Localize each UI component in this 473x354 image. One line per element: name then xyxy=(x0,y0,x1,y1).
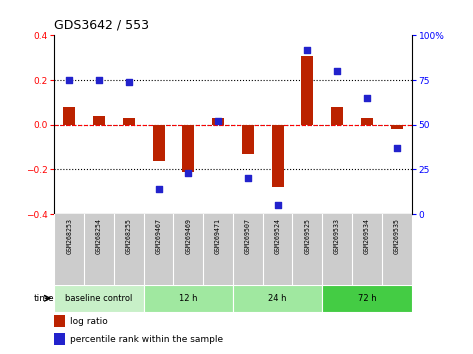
Point xyxy=(274,202,281,208)
Bar xyxy=(54,285,144,312)
Text: GSM268254: GSM268254 xyxy=(96,218,102,254)
Text: time: time xyxy=(34,294,54,303)
Text: 24 h: 24 h xyxy=(268,294,287,303)
Point xyxy=(125,79,132,85)
Text: GSM269535: GSM269535 xyxy=(394,218,400,254)
Text: baseline control: baseline control xyxy=(65,294,133,303)
Bar xyxy=(242,125,254,154)
Text: GSM268255: GSM268255 xyxy=(126,218,132,254)
Bar xyxy=(361,118,373,125)
Text: GSM269507: GSM269507 xyxy=(245,218,251,254)
Bar xyxy=(183,125,194,172)
Point xyxy=(304,47,311,52)
Bar xyxy=(63,107,75,125)
Point xyxy=(393,145,401,151)
Bar xyxy=(93,116,105,125)
Text: GSM269534: GSM269534 xyxy=(364,218,370,254)
Bar xyxy=(233,285,322,312)
Point xyxy=(155,186,162,192)
Bar xyxy=(272,125,283,187)
Text: 72 h: 72 h xyxy=(358,294,376,303)
Text: percentile rank within the sample: percentile rank within the sample xyxy=(70,335,224,344)
Text: GSM269525: GSM269525 xyxy=(304,218,310,254)
Bar xyxy=(54,333,65,345)
Point xyxy=(65,77,73,83)
Text: log ratio: log ratio xyxy=(70,317,108,326)
Text: GSM269471: GSM269471 xyxy=(215,218,221,254)
Bar xyxy=(331,107,343,125)
Point xyxy=(214,118,222,124)
Bar xyxy=(123,118,135,125)
Text: 12 h: 12 h xyxy=(179,294,198,303)
Bar xyxy=(144,285,233,312)
Text: GSM269533: GSM269533 xyxy=(334,218,340,254)
Bar xyxy=(301,56,313,125)
Text: GSM269469: GSM269469 xyxy=(185,218,191,254)
Bar xyxy=(322,285,412,312)
Point xyxy=(333,68,341,74)
Text: GSM269467: GSM269467 xyxy=(156,218,162,254)
Point xyxy=(363,95,371,101)
Point xyxy=(244,176,252,181)
Bar xyxy=(153,125,165,161)
Bar xyxy=(212,118,224,125)
Text: GDS3642 / 553: GDS3642 / 553 xyxy=(54,19,149,32)
Bar xyxy=(54,315,65,327)
Text: GSM269524: GSM269524 xyxy=(275,218,280,254)
Text: GSM268253: GSM268253 xyxy=(66,218,72,254)
Bar xyxy=(391,125,403,129)
Point xyxy=(184,170,192,176)
Point xyxy=(95,77,103,83)
